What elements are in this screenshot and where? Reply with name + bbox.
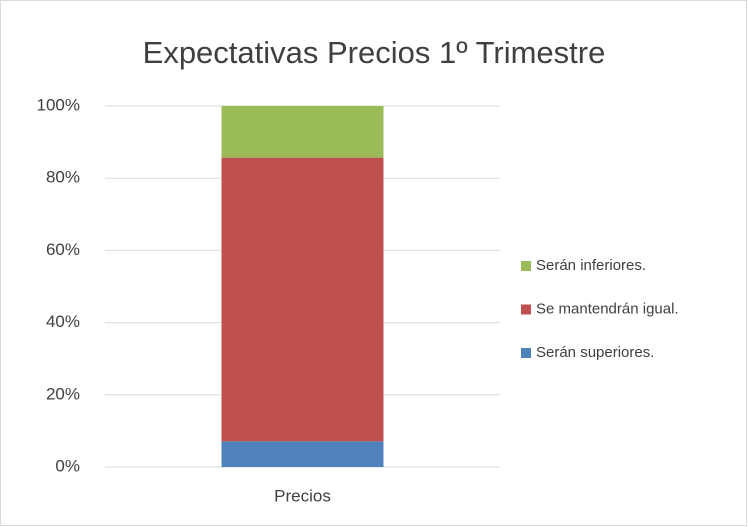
y-tick-label: 80% [46,168,80,187]
legend-label: Serán inferiores. [536,257,646,274]
legend-swatch [521,304,531,315]
x-tick-label: Precios [274,486,331,505]
bar-segment [221,106,384,158]
legend-swatch [521,261,531,271]
bar-segment [221,441,384,467]
legend-label: Serán superiores. [536,344,654,361]
bar-segment [221,157,384,442]
y-tick-label: 60% [46,240,80,259]
y-tick-label: 20% [46,384,80,403]
legend-swatch [521,348,531,358]
chart-title: Expectativas Precios 1º Trimestre [143,35,606,70]
y-tick-label: 0% [55,456,80,475]
y-tick-label: 100% [37,95,80,114]
legend-label: Se mantendrán igual. [536,300,679,317]
y-tick-label: 40% [46,312,80,331]
